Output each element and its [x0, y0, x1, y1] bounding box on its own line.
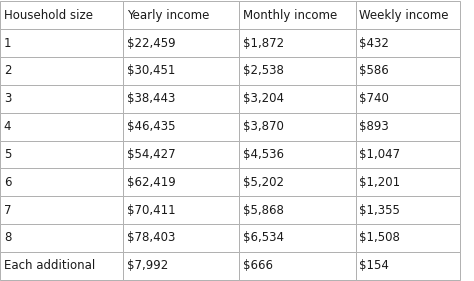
Bar — [123, 224, 239, 252]
Text: $1,047: $1,047 — [359, 148, 401, 161]
Text: $1,508: $1,508 — [359, 231, 400, 244]
Text: $4,536: $4,536 — [243, 148, 284, 161]
Text: $740: $740 — [359, 92, 389, 105]
Bar — [239, 196, 356, 224]
Text: $54,427: $54,427 — [127, 148, 176, 161]
Text: 2: 2 — [4, 64, 11, 78]
Bar — [123, 196, 239, 224]
Bar — [239, 224, 356, 252]
Text: $6,534: $6,534 — [243, 231, 284, 244]
Bar — [239, 113, 356, 140]
Bar — [239, 252, 356, 280]
Bar — [239, 85, 356, 113]
Text: $1,355: $1,355 — [359, 203, 400, 217]
Bar — [123, 1, 239, 29]
Text: $22,459: $22,459 — [127, 37, 176, 50]
Text: $7,992: $7,992 — [127, 259, 168, 272]
Text: 3: 3 — [4, 92, 11, 105]
Bar — [239, 29, 356, 57]
Text: $5,202: $5,202 — [243, 176, 284, 189]
Bar — [356, 57, 460, 85]
Bar — [0, 252, 123, 280]
Text: Each additional: Each additional — [4, 259, 95, 272]
Bar — [356, 196, 460, 224]
Bar — [123, 113, 239, 140]
Text: $38,443: $38,443 — [127, 92, 175, 105]
Bar — [239, 140, 356, 168]
Text: $2,538: $2,538 — [243, 64, 284, 78]
Bar — [123, 85, 239, 113]
Text: $1,872: $1,872 — [243, 37, 284, 50]
Bar — [123, 168, 239, 196]
Bar — [0, 57, 123, 85]
Text: $78,403: $78,403 — [127, 231, 175, 244]
Text: $30,451: $30,451 — [127, 64, 175, 78]
Bar — [356, 85, 460, 113]
Text: Weekly income: Weekly income — [359, 9, 449, 22]
Text: 5: 5 — [4, 148, 11, 161]
Bar — [0, 196, 123, 224]
Bar — [239, 168, 356, 196]
Text: Yearly income: Yearly income — [127, 9, 210, 22]
Text: 7: 7 — [4, 203, 11, 217]
Text: $432: $432 — [359, 37, 389, 50]
Bar — [356, 1, 460, 29]
Text: $70,411: $70,411 — [127, 203, 176, 217]
Bar — [239, 1, 356, 29]
Text: $666: $666 — [243, 259, 273, 272]
Text: $586: $586 — [359, 64, 389, 78]
Bar — [0, 113, 123, 140]
Bar — [0, 168, 123, 196]
Bar — [0, 140, 123, 168]
Text: $154: $154 — [359, 259, 389, 272]
Text: 1: 1 — [4, 37, 11, 50]
Text: $62,419: $62,419 — [127, 176, 176, 189]
Bar — [356, 29, 460, 57]
Bar — [123, 57, 239, 85]
Text: Monthly income: Monthly income — [243, 9, 337, 22]
Bar — [356, 252, 460, 280]
Bar — [0, 85, 123, 113]
Text: $5,868: $5,868 — [243, 203, 284, 217]
Text: 8: 8 — [4, 231, 11, 244]
Text: $1,201: $1,201 — [359, 176, 401, 189]
Bar — [239, 57, 356, 85]
Text: 6: 6 — [4, 176, 11, 189]
Bar — [123, 29, 239, 57]
Bar — [356, 140, 460, 168]
Bar — [0, 29, 123, 57]
Bar — [356, 224, 460, 252]
Bar — [0, 1, 123, 29]
Text: $46,435: $46,435 — [127, 120, 175, 133]
Text: $893: $893 — [359, 120, 389, 133]
Text: Household size: Household size — [4, 9, 93, 22]
Text: 4: 4 — [4, 120, 11, 133]
Bar — [356, 113, 460, 140]
Text: $3,870: $3,870 — [243, 120, 284, 133]
Bar — [356, 168, 460, 196]
Text: $3,204: $3,204 — [243, 92, 284, 105]
Bar — [0, 224, 123, 252]
Bar — [123, 252, 239, 280]
Bar — [123, 140, 239, 168]
